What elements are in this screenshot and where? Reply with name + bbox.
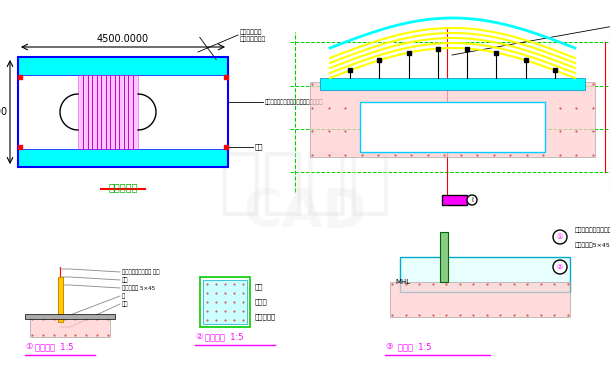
Text: 叠桥平面图: 叠桥平面图 <box>109 182 138 192</box>
Text: 聚苯板: 聚苯板 <box>255 299 268 305</box>
Bar <box>30 317 110 337</box>
Circle shape <box>553 230 567 244</box>
Text: 节点大样  1:5: 节点大样 1:5 <box>35 342 73 351</box>
Text: 剖面图  1:5: 剖面图 1:5 <box>398 342 431 351</box>
Bar <box>78 75 138 149</box>
Bar <box>25 314 115 319</box>
Text: 节点大样  1:5: 节点大样 1:5 <box>205 332 243 341</box>
Bar <box>442 195 467 205</box>
Text: 护栏: 护栏 <box>255 144 264 150</box>
Bar <box>18 149 228 167</box>
Bar <box>205 282 245 322</box>
Bar <box>440 232 448 282</box>
Text: ①: ① <box>557 234 563 240</box>
Text: 1500.0000: 1500.0000 <box>0 107 8 117</box>
Text: ①: ① <box>25 342 32 351</box>
Bar <box>18 57 228 167</box>
Text: 详见构件详图: 详见构件详图 <box>240 29 262 35</box>
Text: 地砖: 地砖 <box>122 301 129 307</box>
Bar <box>310 82 595 157</box>
Text: 扶手下挡板5×45: 扶手下挡板5×45 <box>575 243 610 248</box>
Text: 扶手下挡板 5×45: 扶手下挡板 5×45 <box>122 285 155 291</box>
Text: 栏杆配置详见栏杆大样图节点: 栏杆配置详见栏杆大样图节点 <box>575 228 610 233</box>
Circle shape <box>467 195 477 205</box>
Text: 桥板总厚及配筋: 桥板总厚及配筋 <box>240 36 266 42</box>
Bar <box>320 78 585 90</box>
Bar <box>18 57 228 167</box>
Text: 聚苯板厚度: 聚苯板厚度 <box>255 314 276 320</box>
Text: I: I <box>471 197 473 203</box>
Text: ②: ② <box>195 332 203 341</box>
Text: CAD: CAD <box>243 186 367 238</box>
Circle shape <box>553 260 567 274</box>
Text: MHL: MHL <box>395 279 410 285</box>
Text: 土木在线: 土木在线 <box>218 149 392 218</box>
Text: 柱: 柱 <box>122 293 125 299</box>
Text: 扶手: 扶手 <box>122 277 129 283</box>
Text: 栏杆详见栏杆大样图 节点: 栏杆详见栏杆大样图 节点 <box>122 269 159 275</box>
Bar <box>200 277 250 327</box>
Bar <box>58 277 63 322</box>
Text: 压顶: 压顶 <box>255 284 264 290</box>
Bar <box>390 282 570 317</box>
Text: ②: ② <box>557 264 563 270</box>
Bar <box>18 57 228 75</box>
Text: ③: ③ <box>385 342 392 351</box>
Bar <box>360 102 545 152</box>
Bar <box>400 257 570 292</box>
Text: 4500.0000: 4500.0000 <box>97 34 149 44</box>
Text: 结构详见结构说明及相关规范及验收标准: 结构详见结构说明及相关规范及验收标准 <box>265 99 323 105</box>
Bar <box>203 280 247 324</box>
